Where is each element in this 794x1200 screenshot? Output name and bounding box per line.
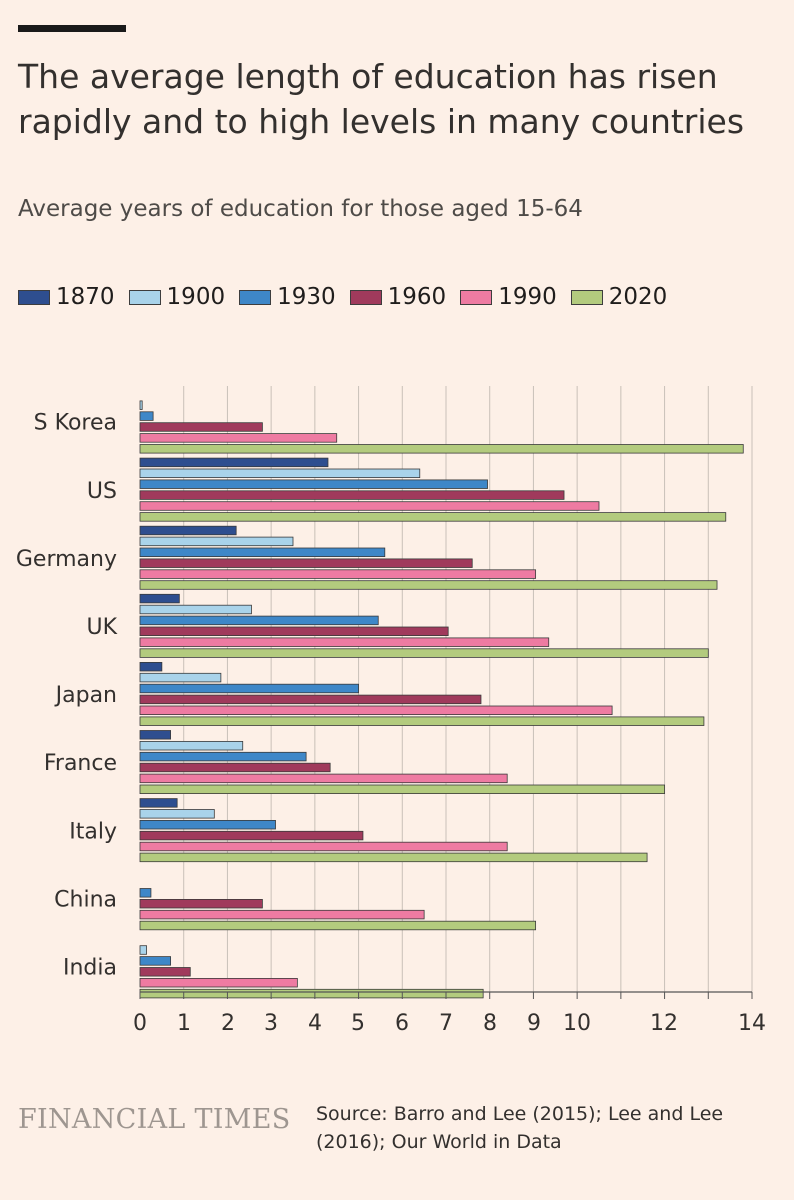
category-label: Germany bbox=[16, 547, 117, 572]
category-label: S Korea bbox=[34, 411, 117, 436]
bar-japan-1930 bbox=[139, 683, 359, 694]
category-label: France bbox=[44, 751, 117, 776]
bar-s-korea-1900 bbox=[139, 400, 143, 410]
bar-japan-1960 bbox=[139, 694, 482, 705]
ft-logo: FINANCIAL TIMES bbox=[18, 1104, 291, 1135]
bar-india-2020 bbox=[139, 988, 484, 999]
legend-label: 1990 bbox=[498, 284, 557, 310]
bar-india-1990 bbox=[139, 978, 298, 988]
legend: 1870 1900 1930 1960 1990 2020 bbox=[18, 284, 681, 310]
legend-swatch bbox=[18, 289, 50, 305]
bar-s-korea-1960 bbox=[139, 422, 263, 432]
bar-uk-1870 bbox=[139, 593, 180, 604]
bar-uk-2020 bbox=[139, 648, 709, 658]
legend-label: 1930 bbox=[277, 284, 336, 310]
category-label: UK bbox=[86, 615, 117, 640]
bar-japan-1870 bbox=[139, 661, 163, 672]
bar-s-korea-1990 bbox=[139, 433, 338, 443]
bar-germany-1870 bbox=[139, 525, 237, 536]
bar-s-korea-2020 bbox=[139, 444, 744, 454]
bar-france-1870 bbox=[139, 730, 172, 740]
bar-germany-1930 bbox=[139, 547, 386, 558]
x-tick-label: 10 bbox=[563, 1011, 591, 1036]
legend-label: 1870 bbox=[56, 284, 115, 310]
legend-item-1870: 1870 bbox=[18, 284, 115, 310]
bar-china-1930 bbox=[139, 888, 152, 898]
bar-us-2020 bbox=[139, 512, 727, 522]
bar-us-1900 bbox=[139, 468, 421, 479]
x-tick-label: 0 bbox=[133, 1011, 147, 1036]
header-rule bbox=[18, 25, 126, 32]
bar-italy-2020 bbox=[139, 852, 648, 863]
bar-chart: S Korea US Germany UK Japan France Italy China I… bbox=[16, 386, 766, 1036]
bar-germany-1960 bbox=[139, 558, 473, 568]
bar-italy-1990 bbox=[139, 841, 508, 852]
bar-china-1960 bbox=[139, 899, 263, 909]
bar-france-1960 bbox=[139, 762, 331, 773]
bar-japan-1900 bbox=[139, 672, 222, 683]
category-label: US bbox=[87, 479, 117, 504]
bar-uk-1990 bbox=[139, 637, 550, 647]
bar-italy-1900 bbox=[139, 809, 215, 819]
x-tick-label: 9 bbox=[527, 1011, 541, 1036]
category-label: Italy bbox=[69, 819, 117, 844]
bar-japan-2020 bbox=[139, 716, 705, 726]
x-tick-label: 7 bbox=[439, 1011, 453, 1036]
legend-item-1960: 1960 bbox=[349, 284, 447, 310]
bar-france-1930 bbox=[139, 751, 307, 762]
bar-china-1990 bbox=[139, 909, 425, 920]
legend-item-1930: 1930 bbox=[239, 284, 336, 310]
legend-swatch bbox=[570, 289, 603, 305]
bar-france-2020 bbox=[139, 784, 665, 795]
x-tick-label: 4 bbox=[308, 1011, 322, 1036]
legend-item-1900: 1900 bbox=[128, 284, 226, 310]
x-tick-label: 5 bbox=[351, 1011, 365, 1036]
legend-swatch bbox=[239, 289, 272, 305]
bar-japan-1990 bbox=[139, 705, 613, 716]
legend-item-1990: 1990 bbox=[460, 284, 557, 310]
x-tick-label: 1 bbox=[177, 1011, 191, 1036]
x-tick-label: 2 bbox=[221, 1011, 235, 1036]
category-label: Japan bbox=[54, 683, 117, 708]
bar-us-1870 bbox=[139, 457, 329, 468]
legend-label: 1960 bbox=[387, 284, 447, 310]
bar-india-1960 bbox=[139, 967, 191, 977]
bar-germany-1900 bbox=[139, 536, 294, 547]
legend-swatch bbox=[460, 289, 493, 305]
legend-swatch bbox=[128, 289, 161, 305]
bar-italy-1870 bbox=[139, 798, 178, 808]
bar-india-1900 bbox=[139, 945, 147, 955]
source-note: Source: Barro and Lee (2015); Lee and Le… bbox=[316, 1103, 724, 1153]
bar-us-1960 bbox=[139, 490, 565, 500]
bar-uk-1960 bbox=[139, 626, 449, 637]
category-label: China bbox=[54, 887, 117, 912]
chart-subtitle: Average years of education for those age… bbox=[18, 196, 583, 222]
x-tick-label: 3 bbox=[264, 1011, 278, 1036]
category-label: India bbox=[63, 956, 117, 981]
bar-germany-1990 bbox=[139, 569, 537, 579]
x-tick-label: 12 bbox=[650, 1011, 678, 1036]
bar-germany-2020 bbox=[139, 580, 718, 590]
bar-us-1930 bbox=[139, 479, 488, 489]
bar-s-korea-1930 bbox=[139, 411, 154, 421]
bar-uk-1900 bbox=[139, 604, 252, 615]
bar-india-1930 bbox=[139, 956, 172, 966]
bar-us-1990 bbox=[139, 501, 600, 511]
legend-item-2020: 2020 bbox=[570, 284, 668, 310]
legend-swatch bbox=[349, 289, 382, 305]
x-tick-label: 8 bbox=[483, 1011, 497, 1036]
x-tick-label: 14 bbox=[738, 1011, 766, 1036]
x-tick-label: 6 bbox=[395, 1011, 409, 1036]
chart-title: The average length of education has rise… bbox=[18, 57, 745, 141]
legend-label: 1900 bbox=[166, 284, 226, 310]
legend-label: 2020 bbox=[608, 284, 668, 310]
bar-uk-1930 bbox=[139, 615, 379, 626]
bar-italy-1930 bbox=[139, 819, 276, 830]
bar-china-2020 bbox=[139, 920, 537, 931]
bar-france-1900 bbox=[139, 740, 244, 751]
bar-france-1990 bbox=[139, 773, 508, 784]
bar-italy-1960 bbox=[139, 830, 364, 841]
